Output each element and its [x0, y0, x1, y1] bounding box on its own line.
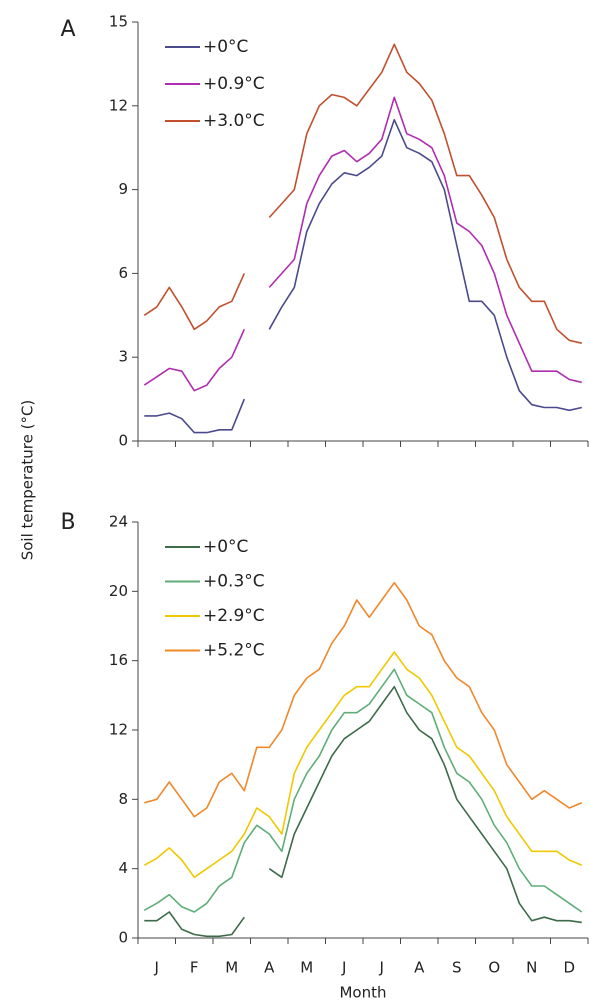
- x-tick-label: J: [154, 959, 159, 977]
- x-tick-label: N: [526, 959, 537, 977]
- x-tick-label: A: [414, 959, 425, 977]
- x-tick-label: S: [452, 959, 462, 977]
- y-tick-label: 9: [118, 180, 128, 198]
- y-tick-label: 12: [109, 96, 128, 114]
- y-tick-label: 4: [118, 859, 128, 877]
- y-tick-label: 12: [109, 721, 128, 739]
- y-tick-label: 24: [109, 513, 128, 531]
- series-line: [143, 651, 583, 879]
- x-tick-label: M: [300, 959, 313, 977]
- y-axis-label: Soil temperature (°C): [19, 400, 37, 561]
- legend-label: +2.9°C: [203, 606, 265, 626]
- panel-label: A: [60, 17, 75, 42]
- x-tick-label: J: [341, 959, 346, 977]
- series-line: [143, 96, 582, 392]
- legend-label: +0.9°C: [203, 74, 265, 94]
- panel-label: B: [60, 510, 75, 535]
- series-line: [143, 668, 583, 913]
- legend-label: +0.3°C: [203, 572, 265, 592]
- y-tick-label: 0: [118, 432, 128, 450]
- x-tick-label: M: [225, 959, 238, 977]
- series-line: [144, 119, 582, 434]
- y-tick-label: 8: [118, 790, 128, 808]
- x-tick-label: A: [264, 959, 275, 977]
- legend-label: +5.2°C: [203, 641, 265, 661]
- series-line: [144, 581, 583, 818]
- x-tick-label: O: [488, 959, 500, 977]
- y-tick-label: 16: [109, 651, 128, 669]
- series-line: [143, 43, 582, 344]
- legend-label: +3.0°C: [203, 111, 265, 131]
- legend-label: +0°C: [203, 37, 248, 57]
- x-tick-label: D: [563, 959, 575, 977]
- series-line: [144, 685, 582, 938]
- y-tick-label: 6: [118, 264, 128, 282]
- x-axis-label: Month: [339, 984, 386, 1002]
- legend-label: +0°C: [203, 537, 248, 557]
- y-tick-label: 15: [109, 13, 128, 31]
- y-tick-label: 20: [109, 582, 128, 600]
- y-tick-label: 0: [118, 929, 128, 947]
- x-tick-label: F: [190, 959, 199, 977]
- y-tick-label: 3: [118, 348, 128, 366]
- x-tick-label: J: [379, 959, 384, 977]
